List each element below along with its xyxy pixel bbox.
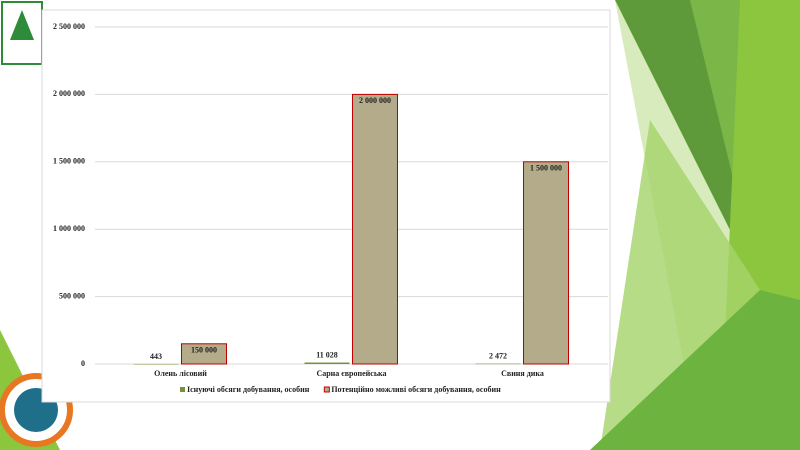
value-label: 2 000 000	[359, 96, 391, 105]
bar	[133, 363, 179, 365]
value-label: 150 000	[191, 346, 217, 355]
x-tick-label: Свиня дика	[501, 369, 544, 378]
bar	[304, 362, 350, 364]
y-tick-label: 2 000 000	[53, 89, 85, 98]
y-tick-label: 1 500 000	[53, 157, 85, 166]
y-tick-label: 500 000	[59, 291, 85, 300]
x-tick-label: Сарна європейська	[316, 369, 386, 378]
legend-swatch	[323, 386, 330, 393]
legend-label: Потенційно можливі обсяги добування, осо…	[331, 385, 501, 394]
value-label: 443	[150, 352, 162, 361]
bar	[181, 343, 227, 365]
value-label: 2 472	[489, 351, 507, 360]
x-tick-label: Олень лісовий	[154, 369, 207, 378]
y-tick-label: 0	[81, 359, 85, 368]
legend-swatch	[180, 387, 185, 392]
legend-label: Існуючі обсяги добування, особин	[187, 385, 310, 394]
bar	[523, 161, 569, 365]
plot-area	[41, 9, 611, 403]
value-label: 1 500 000	[530, 164, 562, 173]
bar	[352, 93, 398, 365]
bar	[475, 363, 521, 365]
value-label: 11 028	[316, 350, 338, 359]
y-tick-label: 1 000 000	[53, 224, 85, 233]
y-tick-label: 2 500 000	[53, 22, 85, 31]
